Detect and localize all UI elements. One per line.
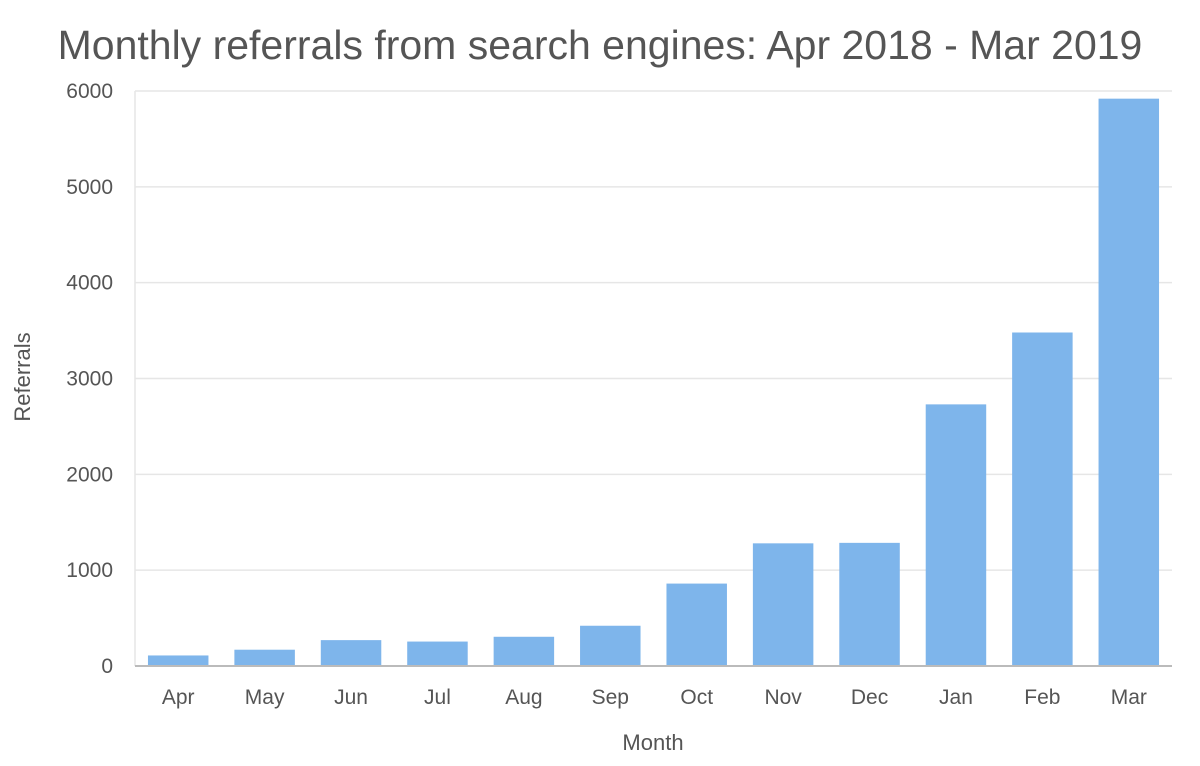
x-tick-label: Sep	[592, 686, 629, 709]
y-tick-label: 4000	[66, 272, 113, 295]
y-axis-title: Referrals	[10, 332, 35, 421]
bar-jul	[407, 641, 468, 666]
y-tick-label: 2000	[66, 463, 113, 486]
x-tick-label: Mar	[1111, 686, 1147, 709]
gridlines	[135, 90, 1172, 571]
x-tick-label: Jun	[334, 686, 368, 709]
bar-dec	[839, 542, 900, 666]
x-tick-label: May	[245, 686, 285, 709]
bar-jan	[925, 404, 987, 666]
y-tick-label: 3000	[66, 368, 113, 391]
x-tick-label: Dec	[851, 686, 888, 709]
bars	[147, 98, 1160, 666]
x-tick-label: Aug	[505, 686, 542, 709]
bar-feb	[1012, 332, 1073, 666]
x-tick-label: Nov	[764, 686, 802, 709]
bar-sep	[580, 625, 641, 666]
bar-jun	[320, 640, 382, 666]
bar-oct	[666, 583, 727, 666]
axes	[134, 91, 1172, 667]
y-tick-label: 5000	[66, 176, 113, 199]
chart-title: Monthly referrals from search engines: A…	[57, 22, 1143, 68]
y-tick-label: 1000	[66, 559, 113, 582]
x-tick-label: Feb	[1024, 686, 1060, 709]
bar-nov	[752, 543, 814, 666]
tick-labels: 0 1000 2000 3000 4000 5000 6000 Apr May Jun Jul Aug…	[66, 80, 1147, 709]
x-tick-label: Oct	[680, 686, 713, 709]
bar-aug	[493, 636, 555, 666]
x-axis-title: Month	[622, 730, 683, 755]
bar-may	[234, 649, 295, 666]
x-tick-label: Jul	[424, 686, 451, 709]
bar-mar	[1098, 98, 1160, 666]
y-tick-label: 0	[101, 655, 113, 678]
bar-apr	[147, 655, 209, 666]
x-tick-label: Jan	[939, 686, 973, 709]
y-tick-label: 6000	[66, 80, 113, 103]
x-tick-label: Apr	[162, 686, 195, 709]
